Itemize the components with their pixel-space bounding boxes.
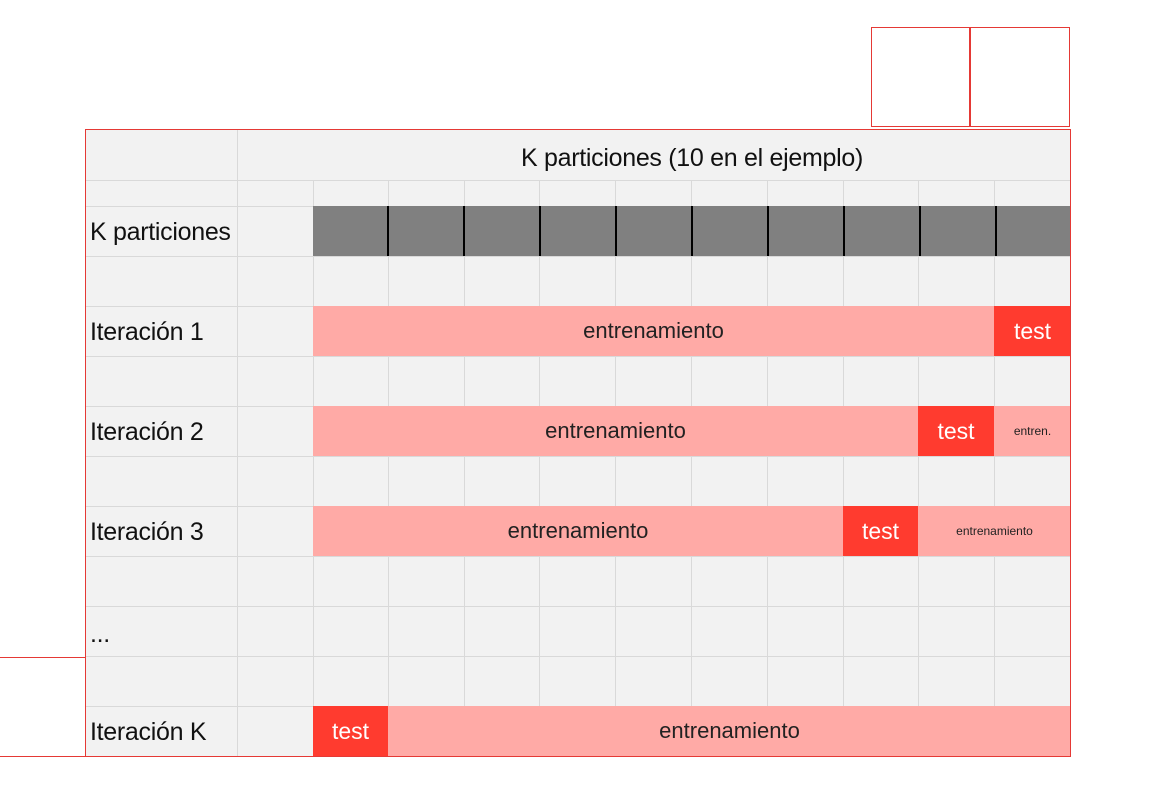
grid-line: [388, 180, 389, 756]
iteration-2-test-bar: test: [918, 406, 994, 456]
decorative-box-top-left: [871, 27, 971, 127]
iteration-k-test-bar: test: [313, 706, 388, 756]
grid-line: [843, 180, 844, 756]
partition-cell: [541, 206, 617, 256]
row-label-iteration-k: Iteración K: [90, 718, 207, 746]
iteration-2-train-bar-left: entrenamiento: [313, 406, 918, 456]
grid-line: [464, 180, 465, 756]
row-label-ellipsis: ...: [90, 620, 110, 648]
grid-line: [313, 180, 314, 756]
grid-line: [86, 556, 1070, 557]
row-label-iteration-3: Iteración 3: [90, 518, 204, 546]
grid-line: [86, 606, 1070, 607]
grid-line: [237, 130, 238, 756]
grid-line: [994, 180, 995, 756]
row-label-iteration-1: Iteración 1: [90, 318, 204, 346]
partition-cell: [921, 206, 997, 256]
partition-cell: [997, 206, 1070, 256]
grid-line: [767, 180, 768, 756]
iteration-2-train-bar-right: entren.: [994, 406, 1070, 456]
grid-line: [615, 180, 616, 756]
grid-line: [691, 180, 692, 756]
cross-validation-diagram: K particiones (10 en el ejemplo) K parti…: [85, 129, 1071, 757]
partition-cell: [389, 206, 465, 256]
partition-cell: [617, 206, 693, 256]
iteration-1-train-bar: entrenamiento: [313, 306, 994, 356]
diagram-title: K particiones (10 en el ejemplo): [521, 143, 863, 172]
grid-line: [86, 180, 1070, 181]
grid-line: [86, 656, 1070, 657]
grid-line: [86, 356, 1070, 357]
iteration-3-test-bar: test: [843, 506, 918, 556]
iteration-k-train-bar: entrenamiento: [388, 706, 1070, 756]
partitions-label: K particiones: [90, 218, 231, 246]
partition-cell: [313, 206, 389, 256]
decorative-box-top-right: [969, 27, 1070, 127]
partition-cell: [845, 206, 921, 256]
partition-cell: [693, 206, 769, 256]
decorative-box-bottom-left: [0, 657, 86, 757]
grid-line: [539, 180, 540, 756]
grid-line: [918, 180, 919, 756]
iteration-3-train-bar-left: entrenamiento: [313, 506, 843, 556]
partition-cell: [465, 206, 541, 256]
partition-cell: [769, 206, 845, 256]
partition-strip: [313, 206, 1070, 256]
iteration-1-test-bar: test: [994, 306, 1070, 356]
grid-line: [86, 256, 1070, 257]
grid-line: [86, 456, 1070, 457]
row-label-iteration-2: Iteración 2: [90, 418, 204, 446]
iteration-3-train-bar-right: entrenamiento: [918, 506, 1070, 556]
